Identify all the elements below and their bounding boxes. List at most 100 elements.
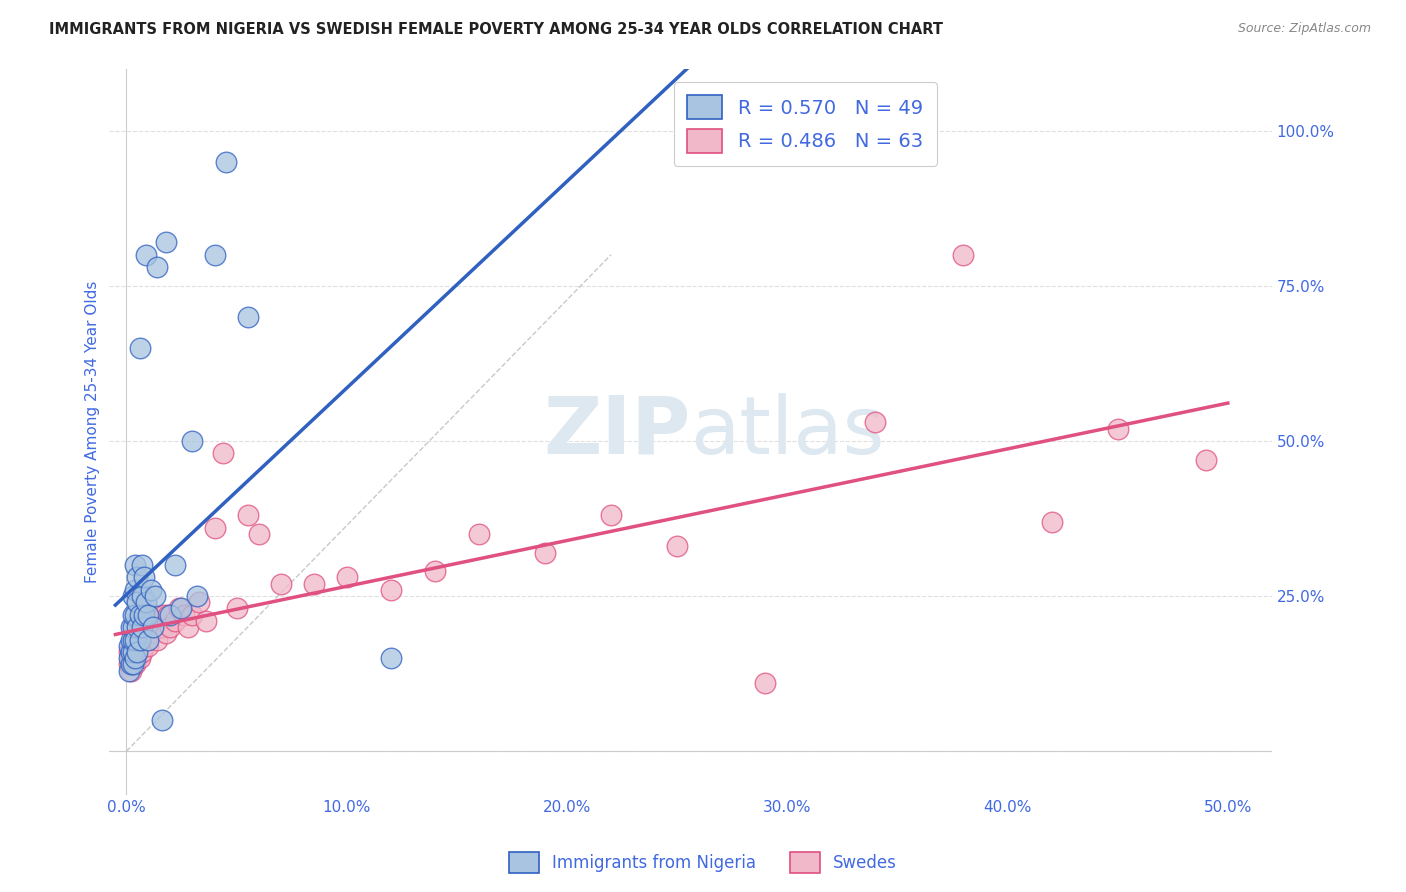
Point [236, 508, 259, 523]
Point [128, 632, 150, 647]
Point [139, 582, 162, 597]
Text: Source: ZipAtlas.com: Source: ZipAtlas.com [1237, 22, 1371, 36]
Point [138, 620, 160, 634]
Point [138, 632, 160, 647]
Point [135, 248, 157, 262]
Point [1195, 452, 1218, 467]
Point [122, 645, 145, 659]
Point [120, 620, 142, 634]
Point [127, 645, 149, 659]
Point [225, 601, 247, 615]
Point [177, 620, 200, 634]
Point [128, 651, 150, 665]
Point [150, 620, 173, 634]
Point [128, 632, 150, 647]
Point [135, 614, 157, 628]
Point [170, 601, 193, 615]
Point [212, 446, 235, 460]
Point [236, 310, 259, 324]
Point [131, 607, 153, 622]
Point [122, 632, 145, 647]
Point [117, 639, 139, 653]
Point [142, 607, 165, 622]
Point [534, 546, 557, 560]
Point [1107, 421, 1129, 435]
Point [163, 614, 186, 628]
Point [138, 607, 160, 622]
Point [146, 260, 169, 274]
Point [157, 607, 180, 622]
Point [139, 626, 162, 640]
Point [127, 620, 149, 634]
Point [122, 589, 145, 603]
Point [124, 632, 146, 647]
Point [127, 651, 149, 665]
Legend: R = 0.570   N = 49, R = 0.486   N = 63: R = 0.570 N = 49, R = 0.486 N = 63 [673, 82, 936, 166]
Point [1040, 515, 1063, 529]
Point [167, 601, 190, 615]
Point [124, 645, 146, 659]
Point [122, 657, 145, 672]
Text: atlas: atlas [690, 392, 884, 471]
Point [155, 235, 177, 250]
Point [194, 614, 217, 628]
Point [124, 632, 146, 647]
Point [127, 595, 149, 609]
Point [128, 620, 150, 634]
Point [143, 589, 166, 603]
Point [247, 527, 270, 541]
Point [124, 657, 146, 672]
Point [120, 651, 142, 665]
Point [600, 508, 623, 523]
Point [181, 434, 204, 448]
Legend: Immigrants from Nigeria, Swedes: Immigrants from Nigeria, Swedes [502, 846, 904, 880]
Point [336, 570, 359, 584]
Point [128, 607, 150, 622]
Point [117, 664, 139, 678]
Point [124, 607, 146, 622]
Point [120, 657, 142, 672]
Point [153, 607, 176, 622]
Point [122, 657, 145, 672]
Point [124, 651, 146, 665]
Text: IMMIGRANTS FROM NIGERIA VS SWEDISH FEMALE POVERTY AMONG 25-34 YEAR OLDS CORRELAT: IMMIGRANTS FROM NIGERIA VS SWEDISH FEMAL… [49, 22, 943, 37]
Point [117, 651, 139, 665]
Point [380, 582, 402, 597]
Point [159, 607, 181, 622]
Point [131, 626, 153, 640]
Point [148, 614, 170, 628]
Point [131, 589, 153, 603]
Point [186, 589, 208, 603]
Point [127, 620, 149, 634]
Point [131, 558, 153, 572]
Point [754, 676, 776, 690]
Point [122, 632, 145, 647]
Y-axis label: Female Poverty Among 25-34 Year Olds: Female Poverty Among 25-34 Year Olds [86, 280, 100, 582]
Point [132, 620, 155, 634]
Point [423, 564, 446, 578]
Point [117, 645, 139, 659]
Point [117, 657, 139, 672]
Point [302, 576, 325, 591]
Point [380, 651, 402, 665]
Point [122, 645, 145, 659]
Point [124, 582, 146, 597]
Point [181, 607, 204, 622]
Point [135, 632, 157, 647]
Point [124, 558, 146, 572]
Point [122, 620, 145, 634]
Point [163, 558, 186, 572]
Point [138, 639, 160, 653]
Point [135, 595, 157, 609]
Point [666, 540, 689, 554]
Point [173, 607, 195, 622]
Point [120, 632, 142, 647]
Point [132, 607, 155, 622]
Point [468, 527, 491, 541]
Point [132, 570, 155, 584]
Point [952, 248, 974, 262]
Point [128, 341, 150, 355]
Point [159, 620, 181, 634]
Point [120, 645, 142, 659]
Point [146, 632, 169, 647]
